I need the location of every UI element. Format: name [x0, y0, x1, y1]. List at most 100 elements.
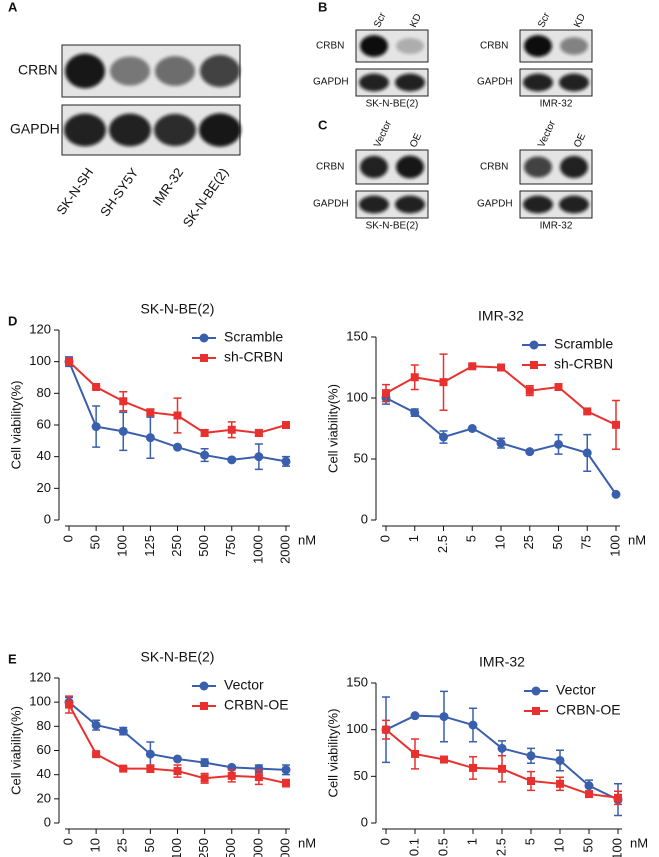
y-axis-label: Cell viability(%) [325, 384, 340, 473]
band [360, 35, 388, 57]
marker [582, 448, 592, 458]
marker [496, 438, 506, 448]
marker [440, 755, 448, 764]
marker [382, 389, 390, 398]
band [155, 56, 195, 86]
y-tick-label: 20 [37, 480, 51, 495]
legend-label: CRBN-OE [556, 702, 621, 718]
x-unit: nM [630, 835, 648, 850]
band [560, 37, 588, 55]
marker [497, 743, 507, 753]
x-tick-label: 10 [88, 838, 103, 852]
x-tick-label: 10 [551, 838, 566, 852]
row-label: GAPDH [313, 199, 349, 210]
band [559, 195, 589, 214]
x-unit: nM [298, 532, 316, 547]
x-tick-label: 0 [60, 535, 75, 542]
x-tick-label: 250 [196, 838, 211, 857]
x-tick-label: 100 [607, 535, 622, 557]
lane-label: Scr [536, 11, 553, 30]
row-label: CRBN [480, 41, 508, 52]
y-tick-label: 80 [37, 385, 51, 400]
y-tick-label: 60 [37, 416, 51, 431]
marker [410, 711, 420, 721]
y-tick-label: 120 [29, 321, 51, 336]
marker [554, 439, 563, 449]
marker [145, 433, 155, 443]
marker [92, 750, 101, 759]
row-label: GAPDH [10, 121, 60, 137]
chart-title: IMR-32 [478, 308, 524, 324]
band [559, 73, 589, 92]
x-tick-label: 2.5 [435, 535, 450, 553]
band [360, 155, 388, 179]
y-tick-label: 0 [44, 511, 51, 526]
x-tick-label: 100 [609, 838, 624, 857]
x-tick-label: 0 [377, 535, 392, 542]
legend-marker [529, 340, 539, 350]
lane-label: SH-SY5Y [97, 165, 141, 219]
x-tick-label: 0.5 [435, 838, 450, 856]
marker [526, 751, 536, 761]
y-tick-label: 60 [37, 742, 51, 757]
marker [146, 764, 155, 773]
x-tick-label: 50 [580, 838, 595, 852]
x-tick-label: 100 [169, 838, 184, 857]
marker [525, 447, 535, 457]
x-tick-label: 10 [492, 535, 507, 549]
marker [173, 442, 182, 452]
marker [118, 726, 128, 736]
x-unit: nM [298, 835, 316, 850]
band [560, 155, 588, 179]
lane-label: KD [408, 12, 424, 29]
band [524, 35, 552, 57]
band [109, 113, 151, 147]
legend-label: Scramble [224, 329, 283, 345]
x-tick-label: 50 [142, 838, 157, 852]
marker [91, 422, 101, 432]
marker [254, 452, 264, 462]
x-tick-label: 50 [88, 535, 103, 549]
band [395, 195, 425, 214]
marker [583, 407, 592, 416]
legend-marker [532, 707, 540, 715]
row-label: CRBN [18, 62, 58, 78]
y-tick-label: 40 [37, 448, 51, 463]
legend-marker [200, 354, 208, 362]
y-tick-label: 0 [361, 511, 368, 526]
x-tick-label: 2.5 [493, 838, 508, 856]
panel-label: E [8, 651, 17, 666]
marker [227, 425, 236, 434]
band [523, 73, 553, 92]
x-tick-label: 5 [464, 535, 479, 542]
band [200, 54, 240, 88]
band [359, 195, 389, 214]
marker [200, 450, 210, 460]
x-tick-label: 75 [579, 535, 594, 549]
x-tick-label: 25 [115, 838, 130, 852]
marker [439, 378, 448, 387]
x-tick-label: 500 [223, 838, 238, 857]
x-tick-label: 2000 [277, 838, 292, 857]
x-tick-label: 250 [169, 535, 184, 557]
y-tick-label: 0 [44, 814, 51, 829]
x-tick-label: 1 [406, 535, 421, 542]
series-line [385, 365, 617, 426]
marker [118, 426, 128, 436]
y-tick-label: 100 [346, 721, 368, 736]
y-tick-label: 40 [37, 766, 51, 781]
x-tick-label: 2000 [277, 535, 292, 564]
row-label: GAPDH [477, 77, 513, 88]
marker [584, 781, 594, 791]
marker [92, 383, 101, 391]
y-tick-label: 100 [29, 353, 51, 368]
y-tick-label: 80 [37, 718, 51, 733]
marker [468, 720, 478, 730]
y-axis-label: Cell viability(%) [8, 706, 23, 795]
legend-label: Scramble [554, 336, 613, 352]
marker [554, 383, 563, 392]
lane-label: Vector [536, 118, 558, 149]
band [523, 195, 553, 214]
x-tick-label: 0 [377, 838, 392, 845]
marker [439, 712, 449, 722]
